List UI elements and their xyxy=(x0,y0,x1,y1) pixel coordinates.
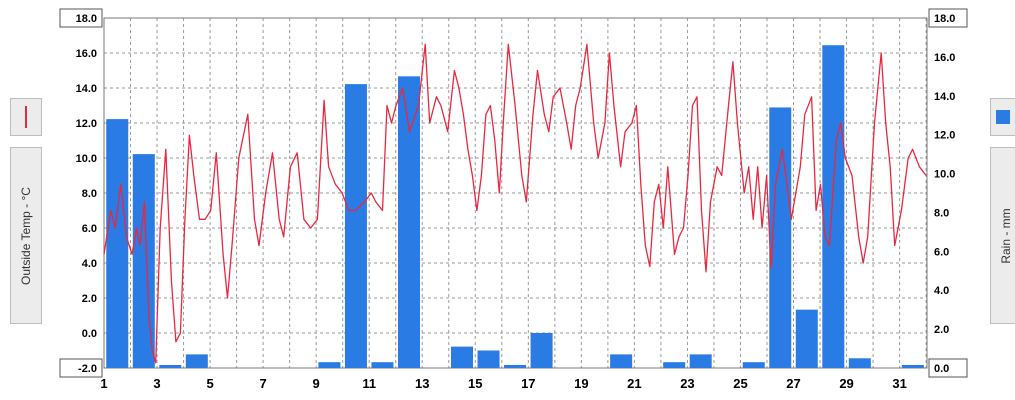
x-tick-label: 29 xyxy=(839,376,853,391)
temp-legend-box xyxy=(10,98,42,136)
left-tick-label: 12.0 xyxy=(76,118,97,130)
x-tick-label: 19 xyxy=(574,376,588,391)
rain-bar-day-20 xyxy=(610,354,633,368)
left-tick-label: 0.0 xyxy=(82,328,97,340)
temp-legend-swatch xyxy=(25,106,27,128)
x-tick-label: 9 xyxy=(313,376,320,391)
left-axis-label-box: Outside Temp - °C xyxy=(10,147,42,324)
x-tick-label: 1 xyxy=(100,376,107,391)
rain-bar-day-31 xyxy=(901,365,924,368)
x-tick-labels: 1 3 5 7 9 11 13 15 17 19 21 23 25 27 29 31 xyxy=(100,376,906,391)
x-tick-label: 31 xyxy=(892,376,906,391)
left-tick-label: 16.0 xyxy=(76,48,97,60)
right-axis-label: Rain - mm xyxy=(999,207,1013,264)
rain-bar-day-25 xyxy=(742,362,765,368)
left-tick-label: 8.0 xyxy=(82,188,97,200)
x-tick-label: 23 xyxy=(680,376,694,391)
right-tick-label: 4.0 xyxy=(934,285,949,297)
left-tick-box xyxy=(59,8,103,28)
right-tick-labels: 0.0 2.0 4.0 6.0 8.0 10.0 12.0 14.0 16.0 18.0 xyxy=(928,8,968,378)
x-tick-label: 5 xyxy=(206,376,213,391)
right-tick-label: 2.0 xyxy=(934,324,949,336)
rain-bar-day-11 xyxy=(371,362,394,368)
rain-bar-day-1 xyxy=(106,119,129,368)
x-tick-label: 11 xyxy=(362,376,376,391)
x-tick-label: 7 xyxy=(260,376,267,391)
rain-bar-day-16 xyxy=(504,365,527,368)
right-axis-label-box: Rain - mm xyxy=(990,147,1015,324)
rain-bar-day-17 xyxy=(530,333,553,368)
right-tick-label: 12.0 xyxy=(934,130,955,142)
rain-bar-day-9 xyxy=(318,362,341,368)
left-tick-labels: -2.0 0.0 2.0 4.0 6.0 8.0 10.0 12.0 14.0 16.0 18.0 xyxy=(59,8,103,378)
right-tick-box xyxy=(928,8,968,28)
x-tick-label: 21 xyxy=(627,376,641,391)
rain-bar-day-23 xyxy=(689,354,712,368)
right-tick-label: 16.0 xyxy=(934,52,955,64)
left-tick-label: 6.0 xyxy=(82,223,97,235)
rain-bar-day-4 xyxy=(185,354,208,368)
left-tick-label: 14.0 xyxy=(76,83,97,95)
right-tick-box xyxy=(928,358,968,378)
left-tick-label: 2.0 xyxy=(82,293,97,305)
right-tick-label: 0.0 xyxy=(934,363,949,375)
temperature-line xyxy=(103,43,927,364)
rain-bar-day-12 xyxy=(397,76,420,368)
rain-legend-box xyxy=(990,98,1015,136)
left-tick-label: 18.0 xyxy=(76,13,97,25)
rain-bar-day-27 xyxy=(795,309,818,368)
right-tick-label: 10.0 xyxy=(934,169,955,181)
right-tick-label: 18.0 xyxy=(934,13,955,25)
rain-bar-day-15 xyxy=(477,350,500,368)
left-tick-label: -2.0 xyxy=(78,363,97,375)
right-tick-label: 6.0 xyxy=(934,246,949,258)
left-tick-label: 4.0 xyxy=(82,258,97,270)
rain-bars xyxy=(106,45,924,368)
rain-bar-day-14 xyxy=(451,346,474,368)
left-tick-label: 10.0 xyxy=(76,153,97,165)
right-tick-label: 8.0 xyxy=(934,207,949,219)
x-tick-label: 17 xyxy=(521,376,535,391)
x-tick-label: 15 xyxy=(468,376,482,391)
left-tick-box xyxy=(59,358,103,378)
right-tick-label: 14.0 xyxy=(934,91,955,103)
rain-bar-day-28 xyxy=(822,45,845,368)
rain-bar-day-22 xyxy=(663,362,686,368)
x-tick-label: 27 xyxy=(786,376,800,391)
x-tick-label: 13 xyxy=(415,376,429,391)
rain-legend-swatch xyxy=(996,110,1010,124)
x-tick-label: 25 xyxy=(733,376,747,391)
rain-bar-day-10 xyxy=(344,84,367,368)
left-axis-label: Outside Temp - °C xyxy=(19,186,33,285)
x-tick-label: 3 xyxy=(153,376,160,391)
rain-bar-day-3 xyxy=(159,365,182,368)
rain-bar-day-29 xyxy=(848,358,871,368)
